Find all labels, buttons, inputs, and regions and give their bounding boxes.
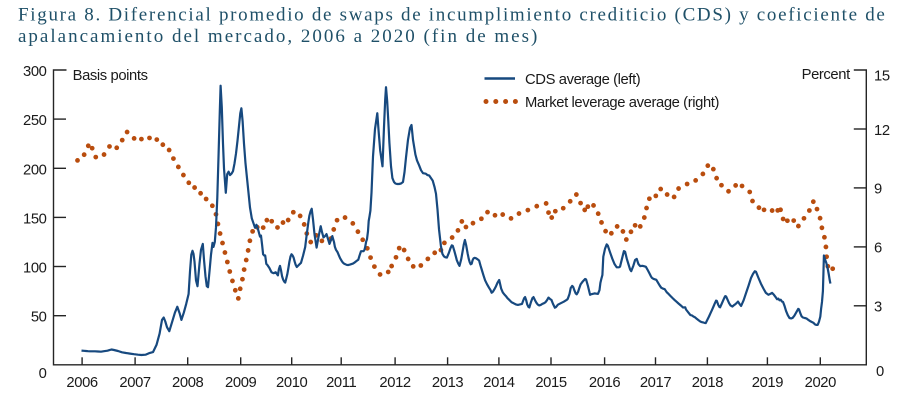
svg-text:300: 300 <box>23 64 47 80</box>
svg-text:9: 9 <box>874 182 882 198</box>
svg-text:2008: 2008 <box>172 375 203 391</box>
svg-text:3: 3 <box>874 300 882 316</box>
svg-text:250: 250 <box>23 113 47 129</box>
svg-text:2007: 2007 <box>119 375 150 391</box>
svg-text:2015: 2015 <box>535 375 566 391</box>
svg-text:200: 200 <box>23 162 47 178</box>
svg-text:Percent: Percent <box>802 67 850 83</box>
svg-text:Market leverage average (right: Market leverage average (right) <box>525 95 719 111</box>
svg-text:Basis points: Basis points <box>73 68 148 84</box>
svg-text:0: 0 <box>876 364 884 380</box>
svg-text:2019: 2019 <box>752 375 783 391</box>
svg-text:100: 100 <box>23 261 47 277</box>
svg-text:2006: 2006 <box>66 375 97 391</box>
svg-text:2016: 2016 <box>589 375 620 391</box>
svg-text:50: 50 <box>31 310 47 326</box>
svg-text:CDS average (left): CDS average (left) <box>525 72 641 88</box>
svg-text:2018: 2018 <box>692 375 723 391</box>
svg-text:6: 6 <box>874 241 882 257</box>
svg-text:2012: 2012 <box>379 375 410 391</box>
svg-text:2017: 2017 <box>640 375 671 391</box>
svg-text:apalancamiento del mercado, 20: apalancamiento del mercado, 2006 a 2020 … <box>18 26 539 47</box>
svg-text:15: 15 <box>874 68 890 84</box>
svg-text:12: 12 <box>874 123 890 139</box>
svg-text:2013: 2013 <box>432 375 463 391</box>
svg-text:2011: 2011 <box>326 375 356 391</box>
svg-text:0: 0 <box>39 366 47 382</box>
svg-text:150: 150 <box>23 211 47 227</box>
svg-text:2009: 2009 <box>225 375 256 391</box>
svg-text:2020: 2020 <box>805 375 836 391</box>
svg-text:2010: 2010 <box>276 375 307 391</box>
svg-text:Figura 8. Diferencial promedio: Figura 8. Diferencial promedio de swaps … <box>18 5 887 26</box>
svg-text:2014: 2014 <box>483 375 514 391</box>
